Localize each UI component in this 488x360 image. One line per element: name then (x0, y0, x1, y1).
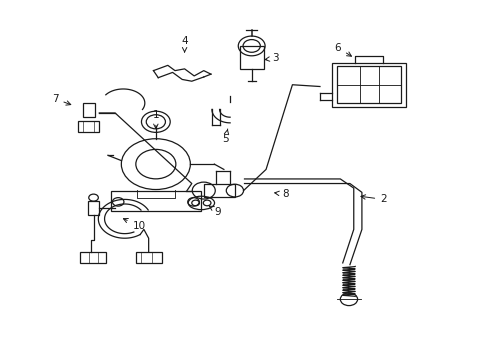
Text: 7: 7 (52, 94, 71, 105)
Bar (111, 191, 200, 211)
Bar (331, 63, 406, 107)
Bar (88, 201, 99, 215)
Text: 1: 1 (152, 110, 159, 129)
Text: 9: 9 (209, 206, 221, 217)
Text: 3: 3 (264, 53, 278, 63)
Text: 5: 5 (222, 129, 228, 144)
Text: 6: 6 (334, 43, 351, 56)
Bar (78, 121, 99, 132)
Bar (336, 66, 401, 103)
Text: 10: 10 (123, 219, 145, 231)
Text: 8: 8 (274, 189, 288, 199)
Text: 4: 4 (181, 36, 187, 52)
Bar (80, 252, 106, 263)
Text: 2: 2 (360, 194, 386, 204)
Bar (239, 46, 263, 69)
Bar (203, 184, 234, 197)
Bar (136, 252, 162, 263)
Bar (83, 103, 94, 117)
